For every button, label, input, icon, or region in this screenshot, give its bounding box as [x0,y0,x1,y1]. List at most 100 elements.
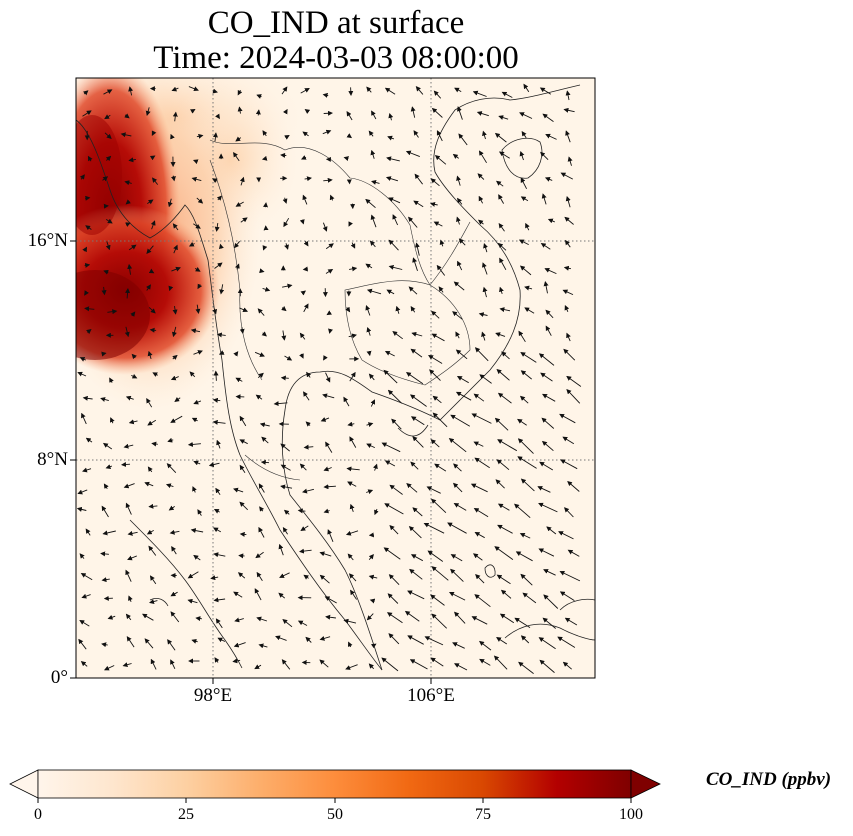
wind-arrow [146,284,151,291]
wind-arrow [214,657,220,663]
wind-arrow [423,522,445,534]
wind-arrow [430,201,438,207]
wind-arrow [325,614,336,620]
wind-arrow [384,503,404,515]
wind-arrow [498,151,510,159]
wind-arrow [169,529,180,535]
wind-arrow [407,590,425,600]
wind-arrow [564,507,574,518]
wind-arrow [240,217,248,223]
wind-arrow [524,285,533,291]
wind-arrow [257,372,264,379]
wind-arrow [103,89,113,95]
wind-arrow [433,221,443,227]
wind-arrow [170,133,175,140]
wind-arrow [564,216,574,225]
wind-arrow [408,526,422,539]
wind-arrow [171,326,177,338]
wind-arrow [172,111,178,122]
wind-arrow [102,442,113,450]
wind-arrow [239,415,247,427]
wind-arrow [147,199,154,205]
wind-arrow [497,439,518,452]
wind-arrow [218,243,224,250]
wind-arrow [254,664,262,670]
wind-arrow [557,636,576,648]
wind-arrow [213,527,222,533]
wind-arrow [151,130,157,136]
wind-arrow [148,545,157,556]
wind-arrow [232,658,241,664]
wind-arrow [366,443,375,449]
wind-arrow [85,225,92,231]
wind-arrow [170,415,183,423]
wind-arrow [479,640,492,651]
wind-arrow [560,459,578,470]
wind-arrow [81,412,87,425]
colorbar-ticks [37,798,632,803]
wind-arrow [124,113,130,119]
wind-arrow [174,397,181,402]
wind-arrow [300,88,310,94]
wind-arrow [350,242,356,249]
wind-arrow [430,178,440,187]
wind-arrow [366,422,374,427]
wind-arrow [347,481,357,487]
wind-arrow [215,113,220,120]
wind-arrow [450,554,463,562]
wind-arrow [282,526,288,535]
wind-arrow [409,659,428,670]
wind-arrow [239,501,249,511]
wind-arrow [124,326,130,338]
wind-arrow [216,439,221,449]
wind-arrow [458,133,468,146]
wind-arrow [302,194,308,205]
wind-arrow [564,239,571,248]
wind-arrow [128,244,137,251]
wind-arrow [213,370,219,381]
wind-arrow [388,574,400,586]
wind-arrow [477,173,485,180]
wind-arrow [239,439,248,445]
wind-arrow [478,150,487,164]
wind-arrow [281,330,287,341]
wind-arrow [104,132,112,139]
wind-arrow [448,437,467,453]
wind-arrow [408,216,418,228]
wind-arrow [149,327,157,333]
wind-arrow [322,222,328,232]
wind-arrow [233,642,246,648]
wind-arrow [319,659,329,668]
wind-arrow [407,635,424,645]
wind-arrow [473,441,484,447]
wind-arrow [329,194,335,201]
wind-arrow [299,463,307,471]
wind-arrow [374,508,379,516]
wind-arrow [453,463,462,472]
wind-arrow [517,456,537,469]
wind-arrow [350,589,357,600]
wind-arrow [239,327,245,334]
wind-arrow [343,156,350,161]
wind-arrow [258,643,268,649]
wind-arrow [319,574,330,584]
wind-arrow [101,286,107,296]
wind-arrow [299,353,304,359]
wind-arrow [84,290,89,296]
wind-arrow [187,441,201,447]
wind-arrow [216,332,226,338]
wind-arrow [436,130,443,142]
wind-arrow [470,483,488,493]
wind-arrow [433,90,442,99]
wind-arrow [85,528,91,536]
wind-arrow [474,457,490,469]
wind-arrow [389,524,399,535]
wind-arrow [77,489,88,495]
wind-arrow [496,368,510,381]
wind-arrow [348,333,357,339]
colorbar-tick-25: 25 [178,806,194,823]
map-title-line-1: CO_IND at surface [207,5,465,41]
wind-arrow [431,333,445,342]
wind-arrow [193,223,201,229]
wind-arrow [349,436,357,448]
